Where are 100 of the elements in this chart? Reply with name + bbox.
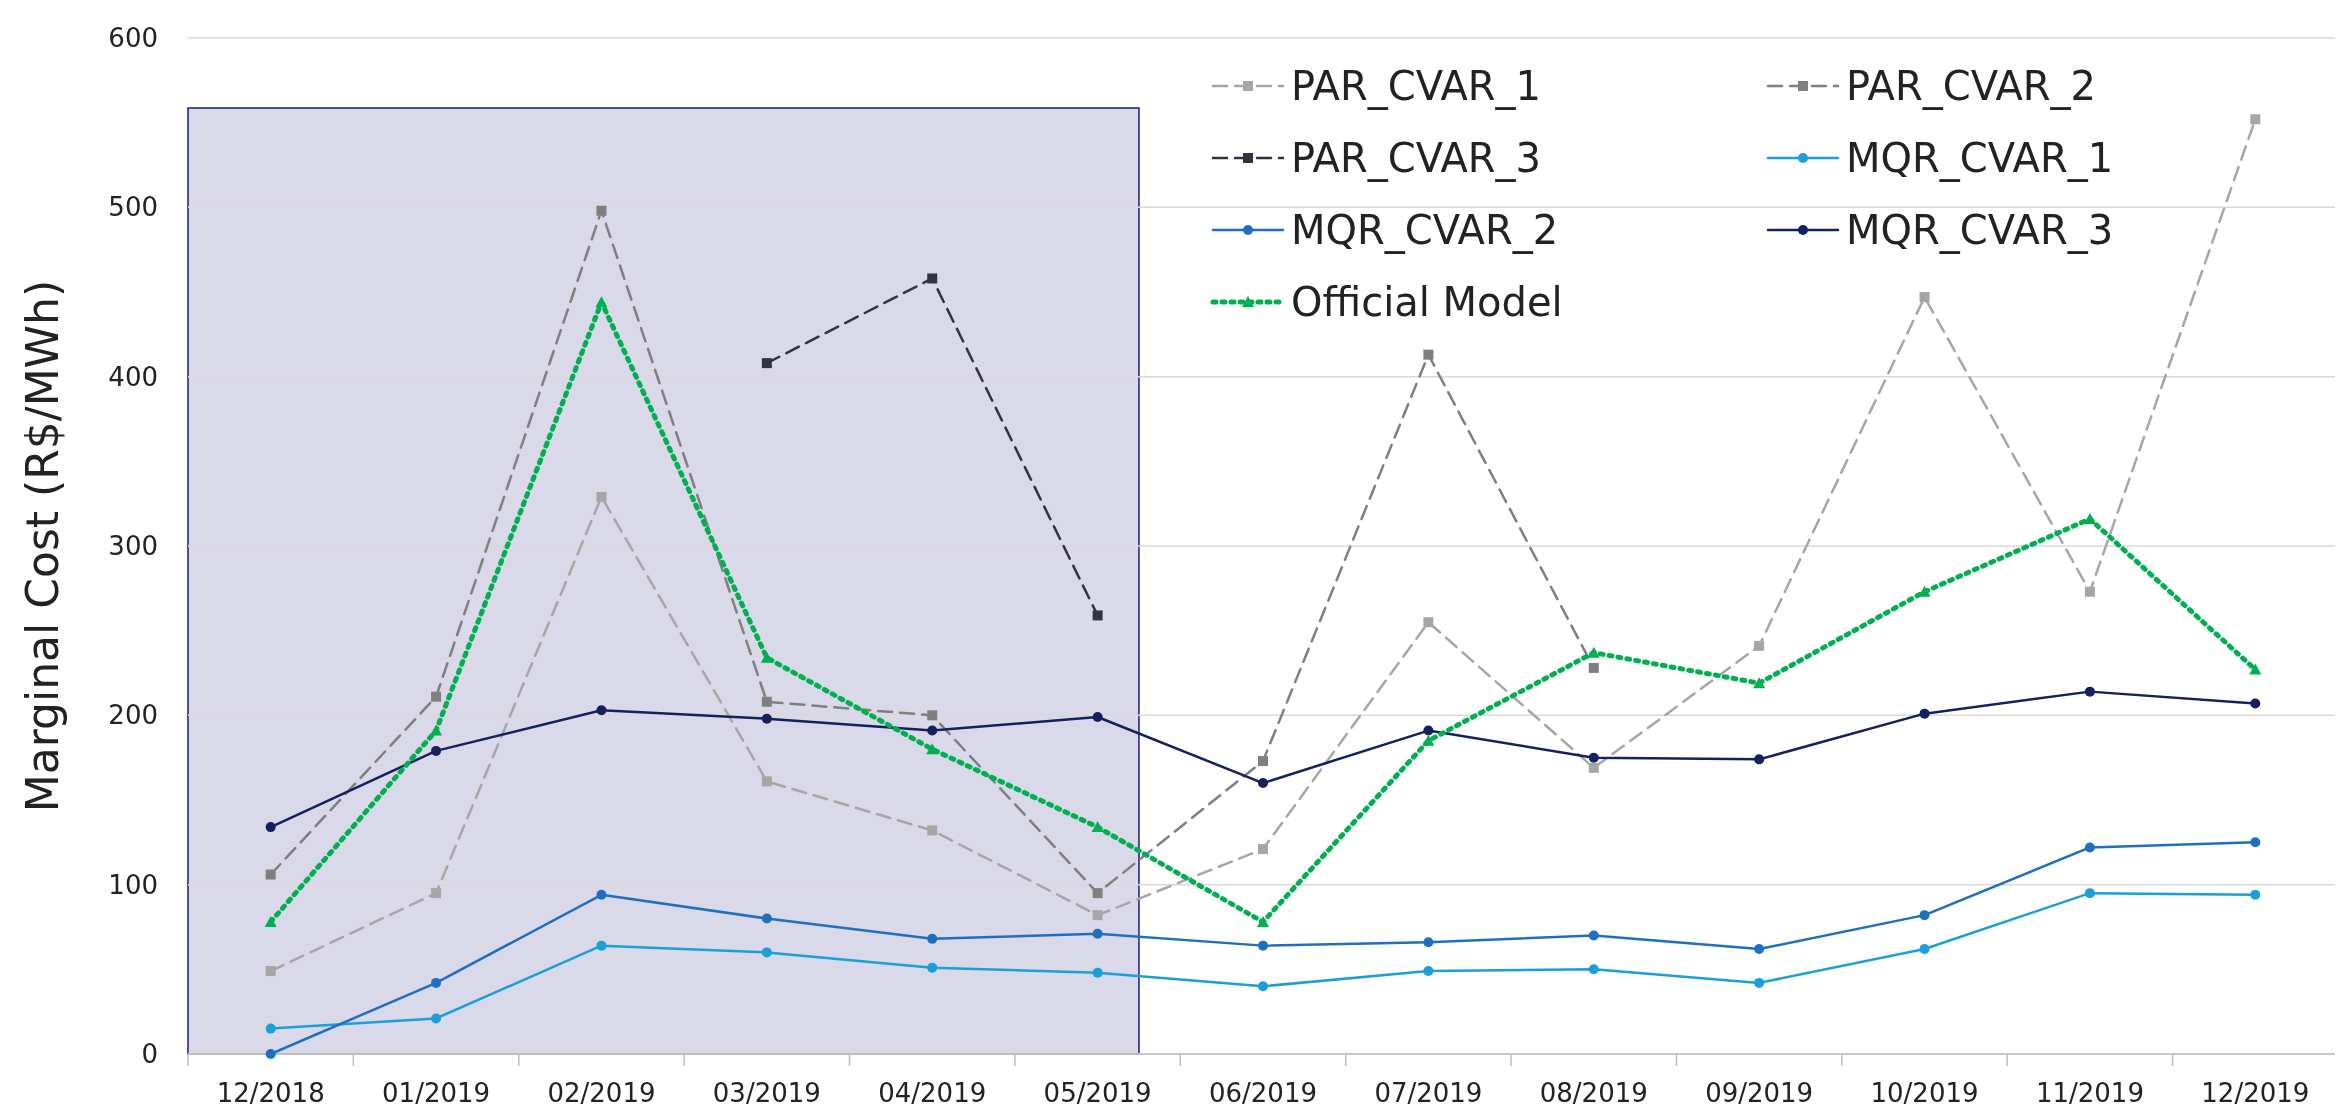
- point: [596, 205, 607, 216]
- legend-label: PAR_CVAR_2: [1846, 63, 2097, 110]
- point: [430, 724, 443, 736]
- point: [926, 743, 939, 755]
- point: [1257, 915, 1269, 927]
- y-axis-title: Marginal Cost (R$/MWh): [17, 279, 68, 813]
- y-tick-label: 600: [108, 23, 158, 53]
- point: [1258, 844, 1268, 855]
- legend-label: MQR_CVAR_1: [1846, 135, 2114, 182]
- point: [1754, 977, 1765, 988]
- y-tick-label: 400: [108, 361, 158, 392]
- point: [2250, 837, 2261, 848]
- point: [1423, 937, 1434, 948]
- point: [1754, 640, 1765, 651]
- point: [1919, 910, 1930, 921]
- point: [1092, 910, 1103, 921]
- point: [1258, 940, 1268, 951]
- x-tick-label: 06/2019: [1208, 1078, 1318, 1108]
- x-tick-label: 04/2019: [878, 1078, 987, 1108]
- point: [1422, 734, 1435, 746]
- x-tick-label: 02/2019: [547, 1078, 656, 1108]
- point: [1588, 752, 1599, 763]
- y-tick-label: 0: [141, 1039, 158, 1069]
- legend-label: MQR_CVAR_3: [1846, 207, 2114, 254]
- point: [265, 966, 276, 977]
- point: [265, 822, 276, 833]
- point: [927, 725, 938, 736]
- point: [1092, 967, 1103, 978]
- point: [2084, 586, 2095, 597]
- x-tick-label: 01/2019: [382, 1078, 491, 1108]
- point: [1588, 964, 1599, 975]
- point: [431, 888, 442, 899]
- point: [1423, 725, 1434, 736]
- point: [927, 933, 938, 944]
- point: [1753, 677, 1766, 689]
- point: [1588, 930, 1599, 941]
- point: [761, 776, 772, 787]
- point: [761, 947, 772, 958]
- point: [431, 977, 442, 988]
- point: [1754, 944, 1765, 955]
- point: [2250, 114, 2261, 125]
- point: [596, 705, 607, 716]
- x-tick-label: 05/2019: [1043, 1078, 1152, 1108]
- y-tick-label: 500: [108, 192, 158, 223]
- x-tick-label: 12/2019: [2201, 1078, 2310, 1108]
- point: [1091, 821, 1104, 833]
- point: [927, 710, 938, 721]
- point: [1588, 762, 1599, 773]
- point: [2084, 842, 2095, 853]
- x-tick-label: 11/2019: [2035, 1078, 2144, 1108]
- point: [264, 915, 277, 927]
- point: [265, 1023, 276, 1034]
- point: [927, 825, 938, 836]
- y-tick-label: 100: [108, 869, 158, 900]
- point: [1423, 349, 1434, 360]
- point: [596, 889, 607, 900]
- point: [431, 691, 442, 702]
- point: [2250, 889, 2261, 900]
- point: [1258, 778, 1268, 789]
- legend-label: PAR_CVAR_3: [1291, 135, 1542, 182]
- x-tick-label: 03/2019: [712, 1078, 821, 1108]
- point: [761, 358, 772, 369]
- point: [761, 713, 772, 724]
- point: [1092, 928, 1103, 939]
- point: [2249, 663, 2262, 675]
- y-tick-label: 200: [108, 700, 158, 731]
- legend-label: Official Model: [1291, 279, 1563, 325]
- point: [1919, 292, 1930, 303]
- point: [1423, 966, 1434, 977]
- point: [1423, 617, 1434, 628]
- point: [1588, 662, 1599, 673]
- point: [431, 745, 442, 756]
- y-tick-label: 300: [108, 531, 158, 561]
- point: [1092, 712, 1103, 723]
- point: [265, 869, 276, 880]
- point: [1919, 708, 1930, 719]
- point: [761, 696, 772, 707]
- legend-label: MQR_CVAR_2: [1291, 207, 1559, 254]
- point: [1258, 756, 1268, 767]
- x-tick-label: 12/2018: [216, 1078, 325, 1108]
- x-tick-label: 08/2019: [1539, 1078, 1648, 1108]
- point: [927, 273, 938, 284]
- point: [2084, 888, 2095, 899]
- point: [2084, 686, 2095, 697]
- point: [1258, 981, 1268, 992]
- point: [431, 1013, 442, 1024]
- point: [595, 296, 608, 308]
- point: [1754, 754, 1765, 765]
- point: [596, 491, 607, 502]
- point: [1919, 944, 1930, 955]
- x-tick-label: 09/2019: [1705, 1078, 1814, 1108]
- point: [1587, 646, 1600, 658]
- point: [1092, 888, 1103, 899]
- point: [2250, 698, 2261, 709]
- point: [265, 1049, 276, 1059]
- legend-label: PAR_CVAR_1: [1291, 63, 1542, 110]
- point: [761, 913, 772, 924]
- x-tick-label: 07/2019: [1374, 1078, 1483, 1108]
- point: [1092, 610, 1103, 621]
- point: [927, 962, 938, 973]
